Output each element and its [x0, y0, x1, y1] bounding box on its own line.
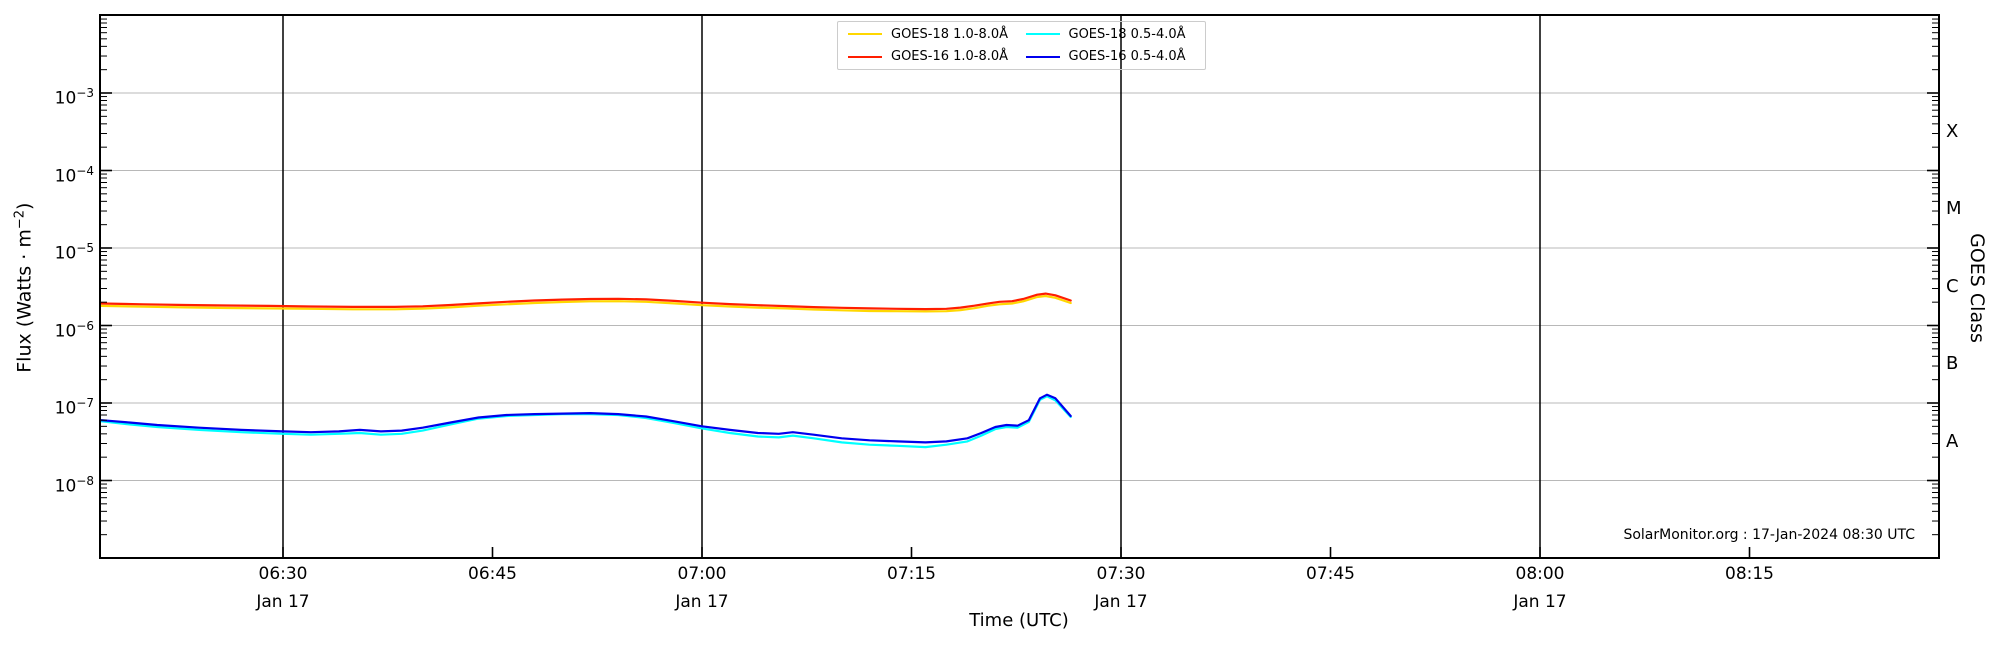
- legend-item: GOES-18 0.5-4.0Å: [1022, 24, 1200, 44]
- y-tick-label: 10−8: [54, 473, 94, 497]
- legend-line-swatch: [1025, 55, 1060, 58]
- y-axis-title-exponent: −2: [12, 209, 28, 230]
- series-line: [100, 292, 1072, 311]
- goes-class-label-c: C: [1946, 275, 1959, 297]
- x-axis-title: Time (UTC): [969, 610, 1069, 631]
- goes-class-label-m: M: [1946, 198, 1962, 220]
- x-tick-label: 06:45: [468, 564, 517, 584]
- y-tick-label: 10−3: [54, 86, 94, 109]
- goes-class-label-x: X: [1946, 120, 1959, 142]
- x-tick-date-label: Jan 17: [1094, 592, 1148, 612]
- legend-line-swatch: [848, 55, 882, 58]
- x-tick-label: 07:00: [677, 564, 727, 584]
- series-line: [100, 395, 1072, 449]
- y-axis-title: Flux (Watts · m−2): [12, 202, 36, 373]
- legend-item: GOES-18 1.0-8.0Å: [844, 24, 1022, 44]
- y-tick-label: 10−5: [54, 241, 94, 264]
- x-tick-label: 08:15: [1725, 564, 1774, 584]
- y-tick-label: 10−4: [54, 163, 94, 187]
- legend-line-swatch: [1025, 33, 1060, 36]
- legend-label: GOES-16 0.5-4.0Å: [1068, 49, 1186, 65]
- x-tick-date-label: Jan 17: [1513, 592, 1567, 612]
- series-line: [100, 393, 1072, 444]
- x-tick-label: 07:15: [887, 564, 936, 584]
- x-tick-date-label: Jan 17: [675, 592, 729, 612]
- legend-line-swatch: [848, 33, 882, 36]
- x-tick-label: 07:30: [1096, 564, 1146, 584]
- goes-class-label-a: A: [1946, 430, 1959, 452]
- source-timestamp-annotation: SolarMonitor.org : 17-Jan-2024 08:30 UTC: [1623, 527, 1915, 543]
- x-tick-label: 06:30: [258, 564, 308, 584]
- legend-label: GOES-16 1.0-8.0Å: [891, 49, 1009, 65]
- x-tick-date-label: Jan 17: [256, 592, 310, 612]
- legend-item: GOES-16 1.0-8.0Å: [844, 47, 1022, 67]
- legend-item: GOES-16 0.5-4.0Å: [1022, 47, 1200, 67]
- series-line: [100, 294, 1072, 313]
- legend-label: GOES-18 0.5-4.0Å: [1068, 26, 1186, 42]
- goes-class-label-b: B: [1946, 353, 1959, 375]
- x-tick-label: 08:00: [1515, 564, 1565, 584]
- y-tick-label: 10−7: [54, 396, 94, 419]
- axes-frame: [99, 14, 1940, 559]
- right-axis-title: GOES Class: [1966, 233, 1988, 343]
- legend-label: GOES-18 1.0-8.0Å: [891, 26, 1009, 42]
- y-tick-label: 10−6: [54, 318, 94, 342]
- legend: GOES-18 1.0-8.0Å GOES-16 1.0-8.0Å GOES-18 …: [837, 21, 1206, 70]
- x-tick-label: 07:45: [1306, 564, 1355, 584]
